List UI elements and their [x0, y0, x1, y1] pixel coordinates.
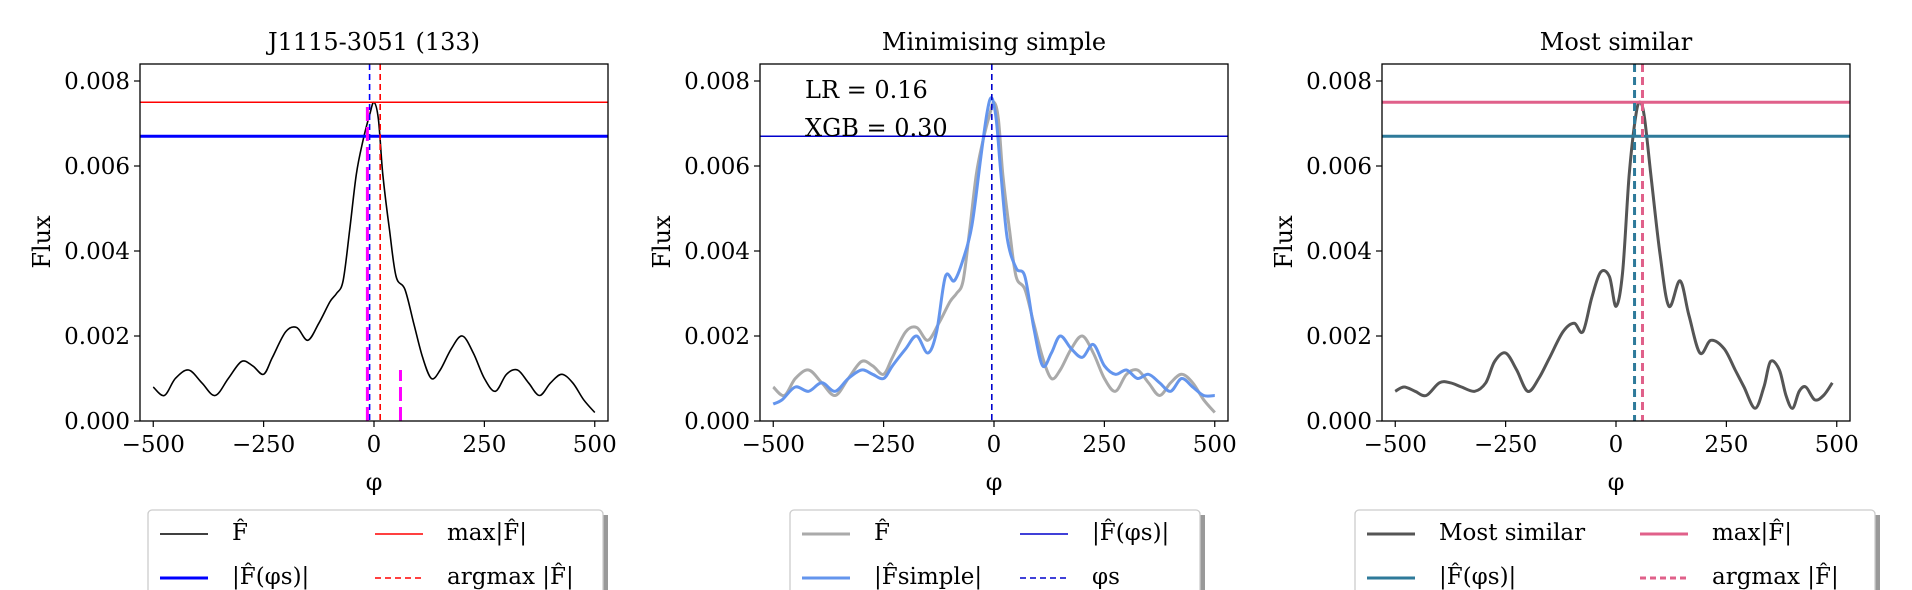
x-tick-label: −500 — [1364, 432, 1427, 458]
legend: F̂ |F̂(φs)| |F̂simple| φs — [789, 509, 1205, 590]
legend-box — [147, 509, 604, 590]
x-tick-label: −250 — [852, 432, 915, 458]
y-tick-label: 0.006 — [64, 154, 130, 180]
legend-label: F̂ — [874, 520, 890, 546]
x-axis-label: φ — [986, 468, 1003, 496]
legend-label: argmax |F̂| — [1712, 564, 1839, 590]
series-line — [152, 101, 596, 414]
subplot-minimising-simple: Minimising simple −500 −250 0 250 500 0.000 0.… — [648, 28, 1237, 590]
legend-label: |F̂(φs)| — [232, 564, 309, 590]
x-tick-label: 250 — [1704, 432, 1748, 458]
x-axis-label: φ — [1608, 468, 1625, 496]
y-tick-label: 0.002 — [64, 324, 130, 350]
x-tick-label: −250 — [232, 432, 295, 458]
y-tick-label: 0.004 — [684, 239, 750, 265]
plot-area: −500 −250 0 250 500 0.000 0.002 0.004 0.006 0.008 — [684, 63, 1237, 458]
legend-label: |F̂(φs)| — [1439, 564, 1516, 590]
legend-label: max|F̂| — [447, 520, 527, 546]
plot-title: Most similar — [1540, 28, 1693, 56]
y-tick-label: 0.000 — [1306, 409, 1372, 435]
plot-data — [140, 64, 608, 421]
legend-label: |F̂simple| — [874, 564, 982, 590]
x-tick-label: −500 — [122, 432, 185, 458]
y-tick-label: 0.008 — [1306, 69, 1372, 95]
axes-frame — [139, 63, 609, 422]
x-tick-label: 0 — [987, 432, 1002, 458]
y-tick-label: 0.008 — [64, 69, 130, 95]
legend-label: argmax |F̂| — [447, 564, 574, 590]
legend: Most similar max|F̂| |F̂(φs)| argmax |F̂| — [1354, 509, 1880, 590]
x-tick-label: 500 — [1193, 432, 1237, 458]
legend-box — [789, 509, 1201, 590]
subplot-most-similar: Most similar −500 −250 0 250 500 0.000 0.002 0.… — [1270, 28, 1880, 590]
y-axis-label: Flux — [1270, 215, 1298, 269]
y-tick-label: 0.006 — [684, 154, 750, 180]
plot-title: Minimising simple — [882, 28, 1106, 56]
y-tick-label: 0.000 — [64, 409, 130, 435]
subplot-j1115-3051: J1115-3051 (133) −500 −250 0 250 500 0.000 0.0… — [28, 28, 617, 590]
x-tick-label: 500 — [1815, 432, 1859, 458]
legend-label: Most similar — [1439, 520, 1585, 546]
x-tick-label: 0 — [1609, 432, 1624, 458]
y-axis-label: Flux — [28, 215, 56, 269]
plot-data — [760, 64, 1228, 421]
legend-label: φs — [1092, 564, 1120, 590]
legend-label: |F̂(φs)| — [1092, 520, 1169, 546]
plot-area: −500 −250 0 250 500 0.000 0.002 0.004 0.006 0.008 — [64, 63, 617, 458]
plot-data — [1382, 64, 1850, 421]
series-line — [772, 100, 1216, 414]
y-tick-label: 0.004 — [64, 239, 130, 265]
legend: F̂ max|F̂| |F̂(φs)| argmax |F̂| — [147, 509, 608, 590]
legend-box — [1354, 509, 1876, 590]
x-tick-label: −250 — [1474, 432, 1537, 458]
x-tick-label: 250 — [462, 432, 506, 458]
y-tick-label: 0.002 — [684, 324, 750, 350]
x-tick-label: 500 — [573, 432, 617, 458]
x-tick-label: 250 — [1082, 432, 1126, 458]
legend-label: F̂ — [232, 520, 248, 546]
y-tick-label: 0.000 — [684, 409, 750, 435]
y-tick-label: 0.008 — [684, 69, 750, 95]
x-tick-label: 0 — [367, 432, 382, 458]
series-line — [772, 96, 1215, 406]
x-axis-label: φ — [366, 468, 383, 496]
series-line — [1394, 100, 1834, 410]
annotation-xgb: XGB = 0.30 — [805, 114, 948, 142]
y-tick-label: 0.002 — [1306, 324, 1372, 350]
y-tick-label: 0.004 — [1306, 239, 1372, 265]
plot-area: −500 −250 0 250 500 0.000 0.002 0.004 0.006 0.008 — [1306, 63, 1859, 458]
y-axis-label: Flux — [648, 215, 676, 269]
x-tick-label: −500 — [742, 432, 805, 458]
y-tick-label: 0.006 — [1306, 154, 1372, 180]
legend-label: max|F̂| — [1712, 520, 1792, 546]
annotation-lr: LR = 0.16 — [805, 76, 928, 104]
plot-title: J1115-3051 (133) — [265, 28, 480, 56]
